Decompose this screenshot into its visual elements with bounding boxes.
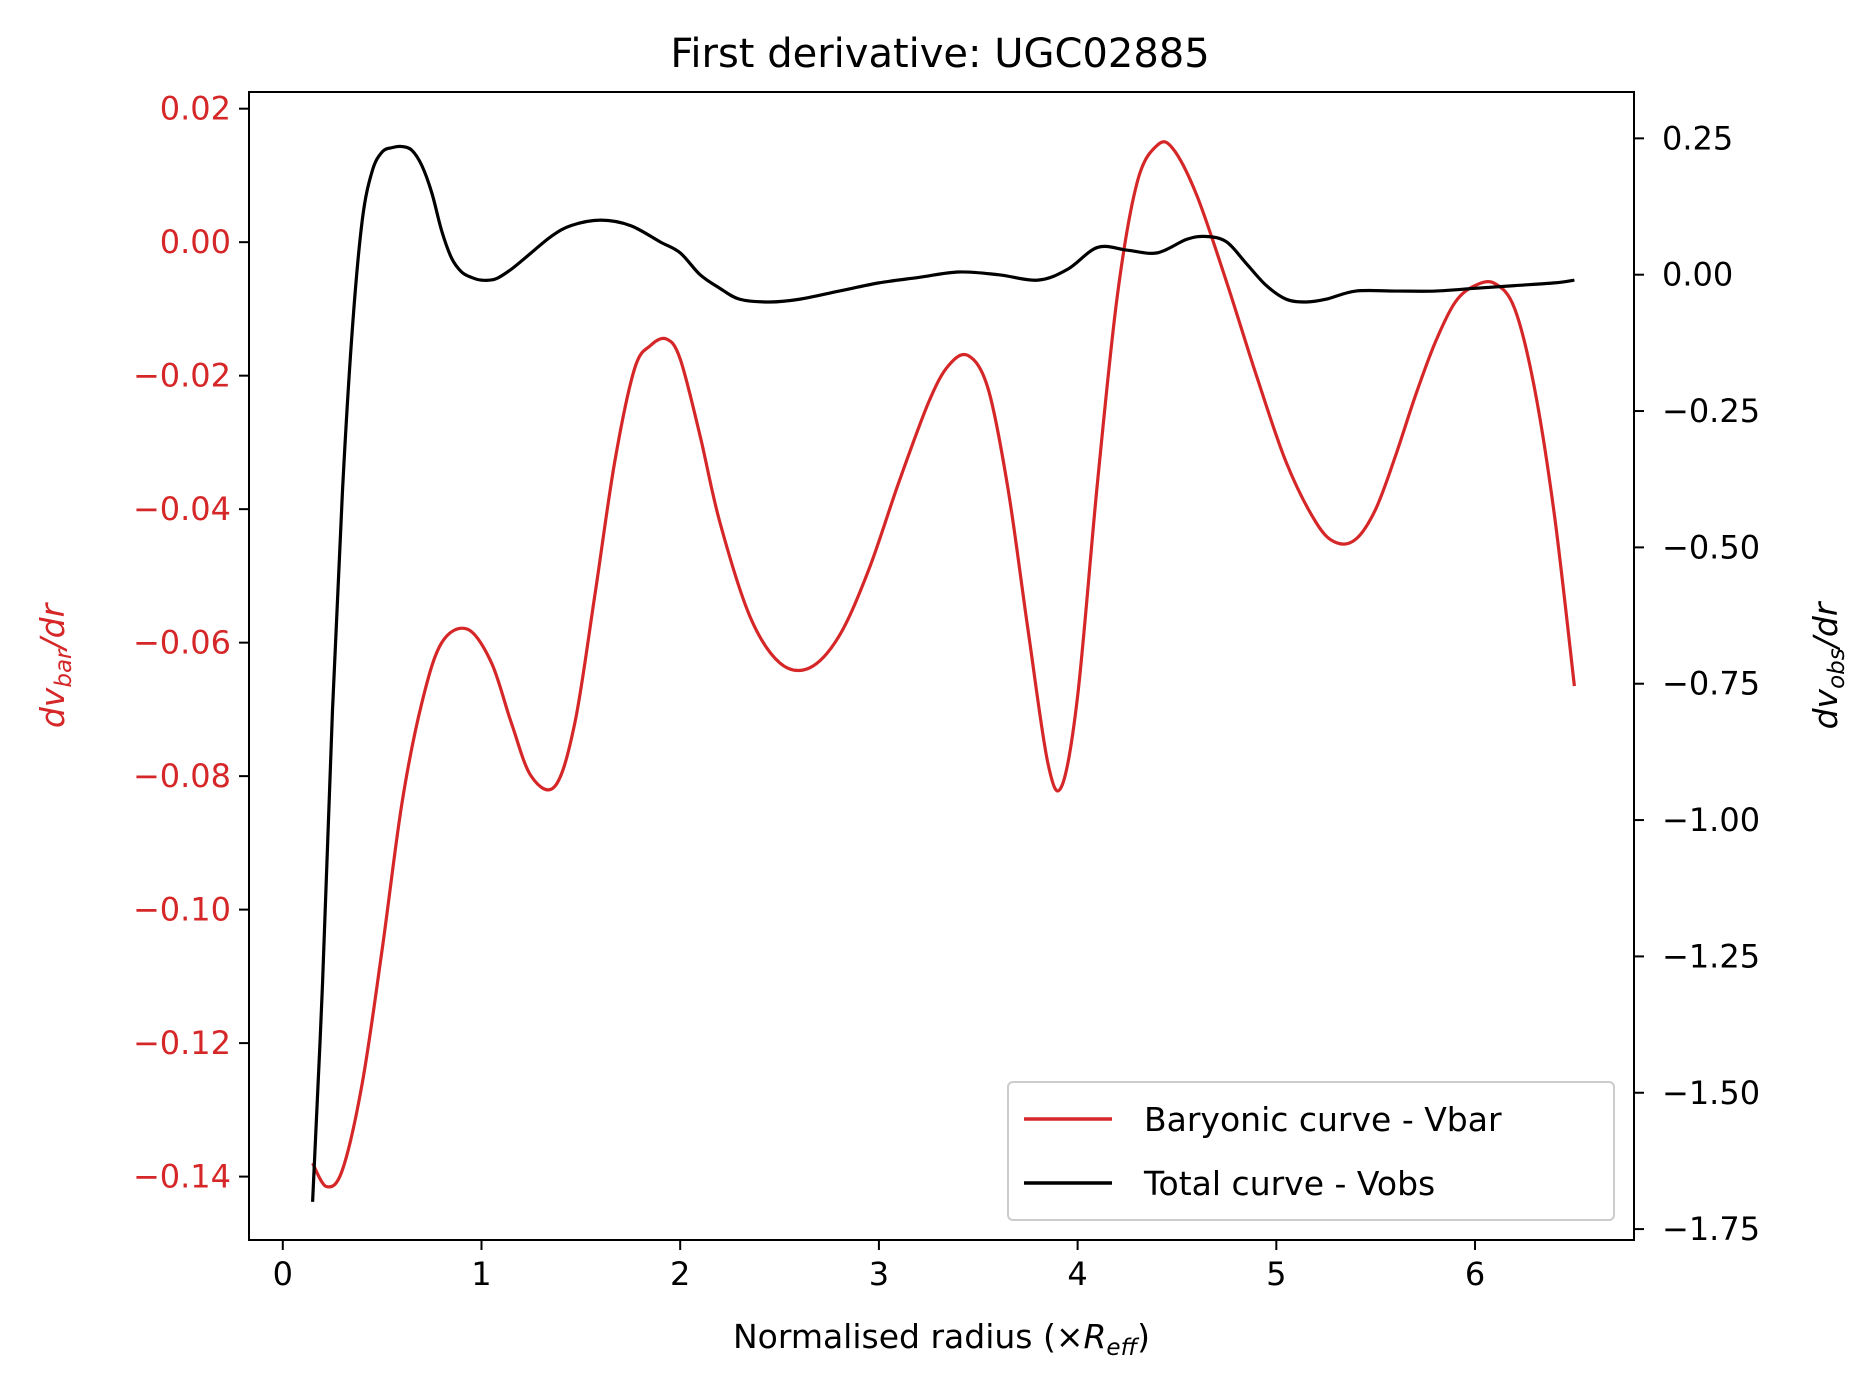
y-right-tick-label: −0.25 xyxy=(1662,392,1760,430)
y-right-tick-label: −1.25 xyxy=(1662,937,1760,975)
x-tick-label: 4 xyxy=(1067,1255,1087,1293)
y-left-tick-label: 0.00 xyxy=(160,223,231,261)
x-tick-label: 2 xyxy=(670,1255,690,1293)
y-left-tick-label: −0.14 xyxy=(133,1158,231,1196)
y-right-tick-label: 0.25 xyxy=(1662,119,1733,157)
x-tick-label: 1 xyxy=(471,1255,491,1293)
y-left-tick-label: −0.12 xyxy=(133,1024,231,1062)
x-tick-label: 6 xyxy=(1465,1255,1485,1293)
y-right-tick-label: −1.00 xyxy=(1662,801,1760,839)
series-line-vobs xyxy=(310,144,1575,1202)
y-right-tick-label: 0.00 xyxy=(1662,256,1733,294)
y-right-tick-label: −0.50 xyxy=(1662,528,1760,566)
y-left-tick-label: −0.08 xyxy=(133,757,231,795)
legend-box xyxy=(1007,1081,1615,1221)
y-left-tick-label: −0.04 xyxy=(133,490,231,528)
series-line-vbar xyxy=(311,140,1576,1189)
y-left-tick-label: −0.06 xyxy=(133,624,231,662)
x-tick-label: 3 xyxy=(869,1255,889,1293)
y-left-axis-label: dvbar/dr xyxy=(33,601,77,728)
legend-label: Total curve - Vobs xyxy=(1143,1164,1435,1203)
x-tick-label: 5 xyxy=(1266,1255,1286,1293)
x-axis-label: Normalised radius (×Reff) xyxy=(733,1317,1150,1361)
plot-frame xyxy=(248,91,1635,1241)
plot-area: 0 1 2 3 4 5 6 0.02 0.00 −0.02 −0.04 −0.06 −0.08 −0.10… xyxy=(33,90,1850,1361)
y-right-axis-label: dvobs/dr xyxy=(1806,600,1850,729)
y-right-tick-label: −1.75 xyxy=(1662,1210,1760,1248)
y-left-tick-label: 0.02 xyxy=(160,90,231,128)
legend-label: Baryonic curve - Vbar xyxy=(1144,1100,1502,1139)
y-left-tick-label: −0.02 xyxy=(133,357,231,395)
chart-title: First derivative: UGC02885 xyxy=(670,31,1209,77)
y-right-tick-label: −0.75 xyxy=(1662,665,1760,703)
y-left-tick-label: −0.10 xyxy=(133,891,231,929)
y-right-tick-label: −1.50 xyxy=(1662,1074,1760,1112)
x-tick-label: 0 xyxy=(273,1255,293,1293)
